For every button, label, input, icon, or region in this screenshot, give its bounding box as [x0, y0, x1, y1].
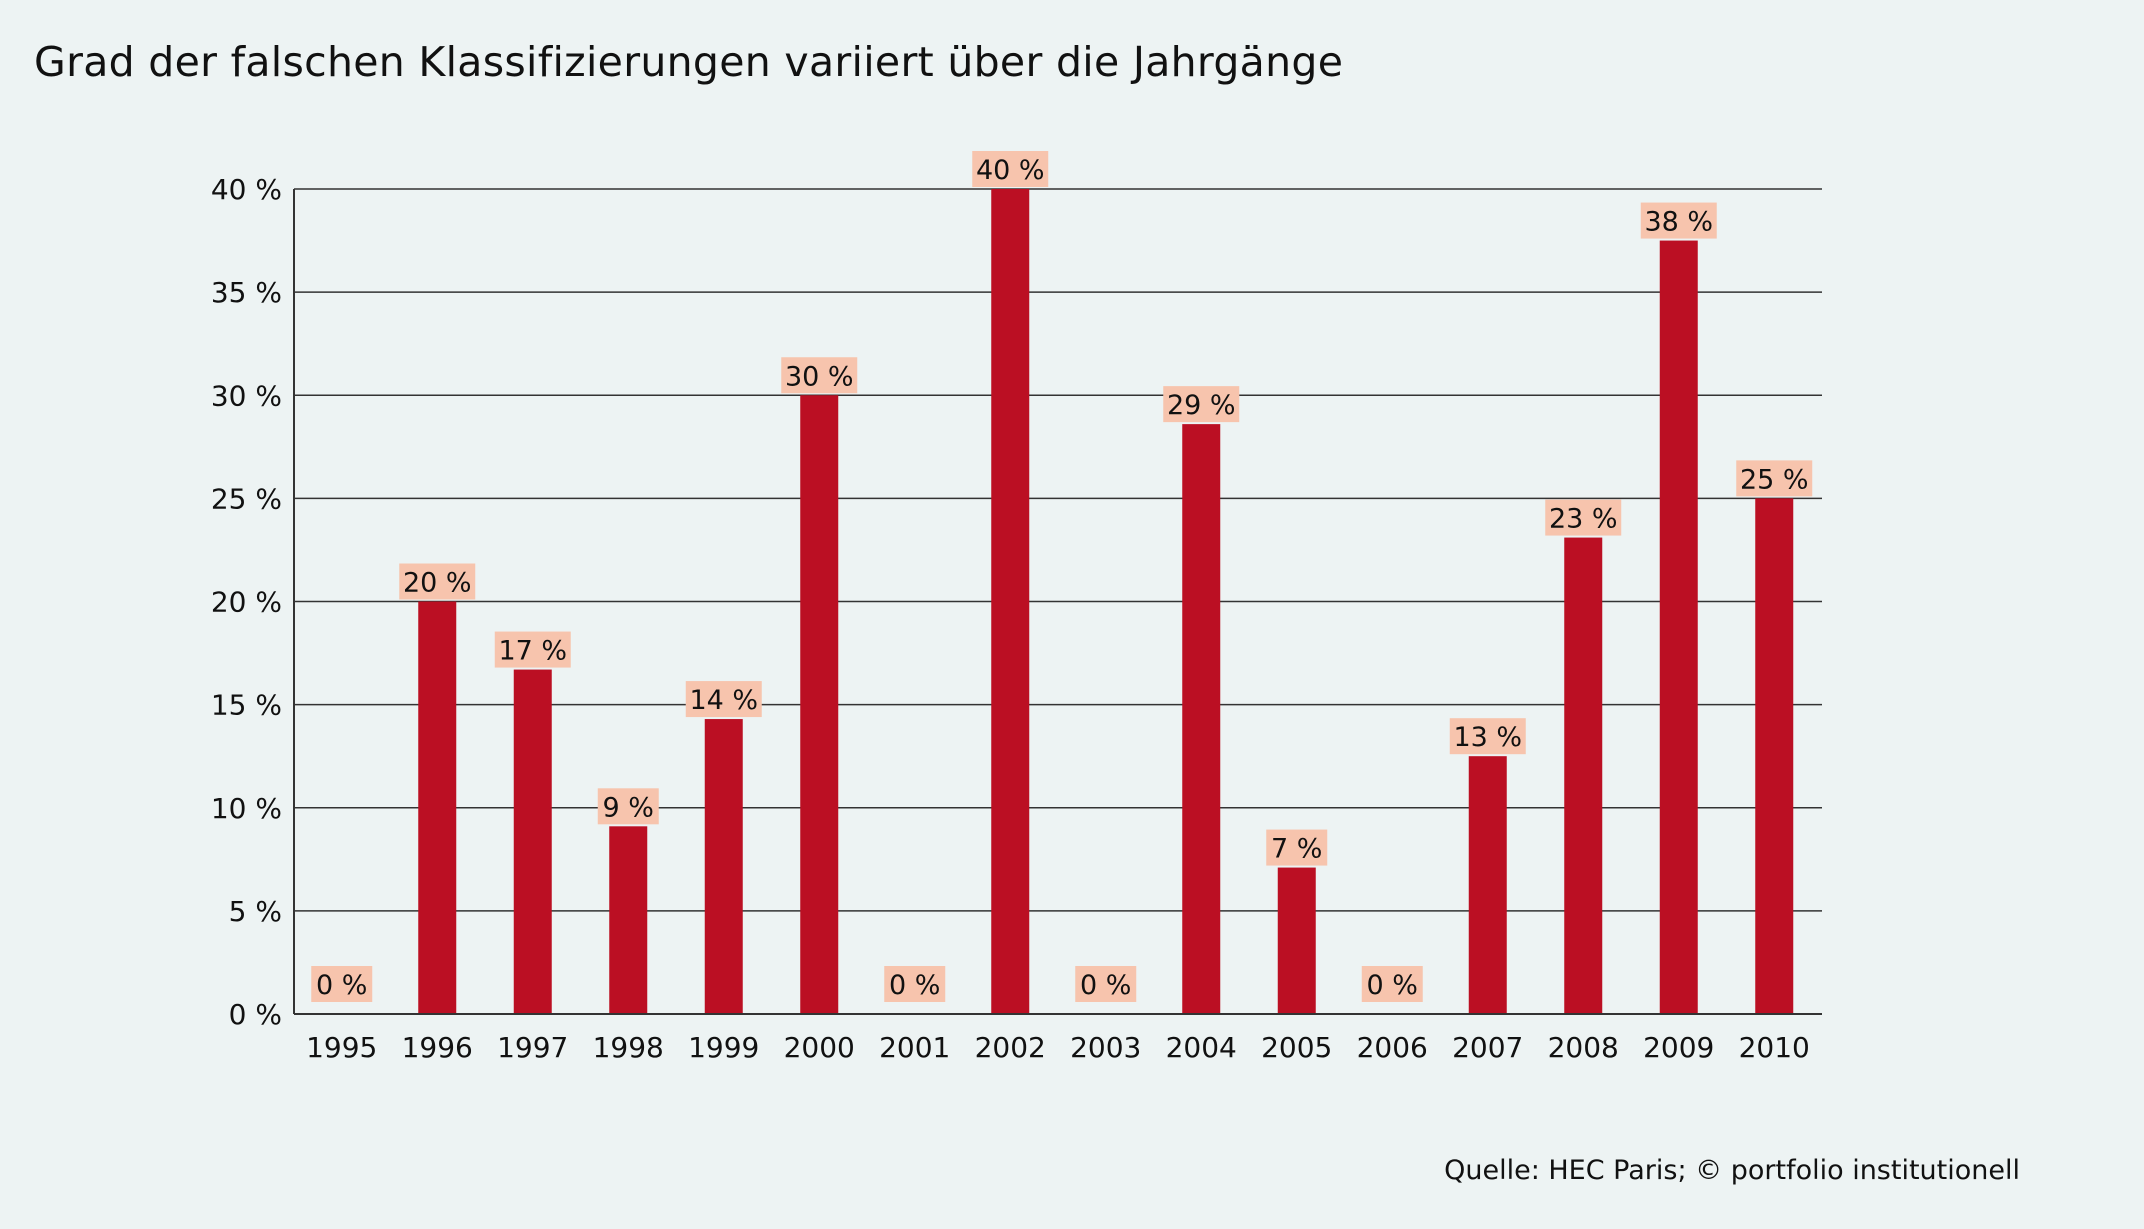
- x-tick-label: 2001: [879, 1031, 950, 1064]
- data-label: 0 %: [316, 970, 367, 1001]
- axes: [293, 189, 1822, 1015]
- chart-title: Grad der falschen Klassifizierungen vari…: [34, 38, 1344, 86]
- x-tick-label: 1995: [306, 1031, 377, 1064]
- data-label: 20 %: [403, 568, 472, 599]
- x-tick-label: 1997: [497, 1031, 568, 1064]
- data-label-box: [781, 357, 858, 394]
- data-label-box: [494, 631, 571, 668]
- data-label-box: [399, 563, 476, 600]
- bar: [513, 669, 552, 1014]
- data-label-box: [1163, 386, 1240, 423]
- x-tick-label: 1998: [593, 1031, 664, 1064]
- data-label: 7 %: [1271, 834, 1322, 865]
- bar: [418, 601, 457, 1014]
- data-label-box: [311, 966, 373, 1002]
- bar: [1277, 867, 1316, 1014]
- x-tick-label: 1996: [402, 1031, 473, 1064]
- data-label: 0 %: [1080, 970, 1131, 1001]
- bar: [800, 395, 839, 1014]
- data-label: 14 %: [689, 685, 758, 716]
- data-label-box: [1545, 499, 1622, 536]
- bar: [1182, 424, 1221, 1014]
- y-tick-label: 35 %: [211, 276, 282, 309]
- data-label-box: [972, 151, 1049, 187]
- y-tick-label: 25 %: [211, 482, 282, 515]
- source-note: Quelle: HEC Paris; © portfolio instituti…: [1444, 1155, 2020, 1186]
- data-label-box: [1361, 966, 1423, 1002]
- x-tick-label: 2002: [975, 1031, 1046, 1064]
- y-tick-label: 20 %: [211, 586, 282, 619]
- bar: [609, 826, 648, 1014]
- x-tick-label: 2009: [1643, 1031, 1714, 1064]
- x-tick-label: 1999: [688, 1031, 759, 1064]
- data-label: 30 %: [785, 361, 854, 392]
- data-label: 13 %: [1453, 722, 1522, 753]
- y-tick-label: 15 %: [211, 689, 282, 722]
- data-label: 29 %: [1167, 390, 1236, 421]
- data-label-box: [1449, 718, 1526, 755]
- data-label: 0 %: [1367, 970, 1418, 1001]
- data-label-box: [1640, 202, 1717, 239]
- data-label: 23 %: [1549, 504, 1618, 535]
- x-tick-label: 2000: [784, 1031, 855, 1064]
- y-tick-label: 0 %: [229, 998, 282, 1031]
- data-label-box: [1266, 829, 1328, 866]
- data-label-box: [597, 788, 659, 825]
- data-label: 9 %: [603, 792, 654, 823]
- data-label-box: [884, 966, 946, 1002]
- data-label: 17 %: [498, 636, 567, 667]
- x-tick-label: 2004: [1166, 1031, 1237, 1064]
- x-tick-label: 2007: [1452, 1031, 1523, 1064]
- y-tick-label: 5 %: [229, 895, 282, 928]
- bar: [991, 189, 1030, 1014]
- bar: [1468, 756, 1507, 1014]
- data-label: 40 %: [976, 155, 1045, 186]
- data-label-box: [1736, 460, 1813, 497]
- y-tick-label: 30 %: [211, 379, 282, 412]
- y-tick-label: 10 %: [211, 792, 282, 825]
- data-label: 25 %: [1740, 464, 1809, 495]
- data-labels: 0 % 20 % 17 % 9 % 14 % 30 % 0 % 40 % 0 % 29 % 7 % 0…: [311, 151, 1813, 1002]
- bar: [1755, 498, 1794, 1014]
- data-label-box: [1075, 966, 1137, 1002]
- bars: [418, 189, 1794, 1014]
- y-tick-label: 40 %: [211, 173, 282, 206]
- data-label: 0 %: [889, 970, 940, 1001]
- data-label: 38 %: [1644, 207, 1713, 238]
- y-axis-tick-labels: 0 % 5 % 10 % 15 % 20 % 25 % 30 % 35 % 40 %: [211, 173, 282, 1031]
- bar: [704, 719, 743, 1014]
- x-tick-label: 2006: [1357, 1031, 1428, 1064]
- x-tick-label: 2003: [1070, 1031, 1141, 1064]
- data-label-box: [685, 681, 762, 718]
- x-tick-label: 2005: [1261, 1031, 1332, 1064]
- bar: [1564, 537, 1603, 1014]
- x-axis-tick-labels: 1995 1996 1997 1998 1999 2000 2001 2002 2003 2004…: [306, 1031, 1810, 1064]
- bar: [1659, 240, 1698, 1014]
- x-tick-label: 2008: [1548, 1031, 1619, 1064]
- x-tick-label: 2010: [1739, 1031, 1810, 1064]
